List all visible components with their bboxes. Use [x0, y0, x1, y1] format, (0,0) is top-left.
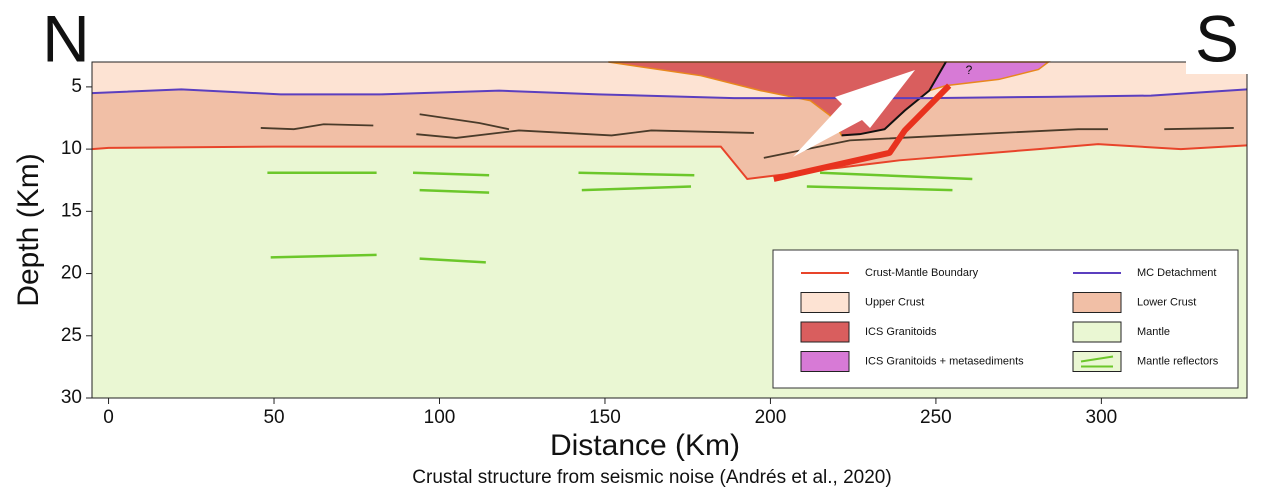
legend-patch — [801, 293, 849, 313]
legend-patch — [801, 352, 849, 372]
north-label: N — [42, 1, 90, 75]
x-tick-label: 300 — [1086, 407, 1118, 428]
y-tick-label: 30 — [61, 387, 82, 408]
legend: Crust-Mantle Boundary MC Detachment Upper … — [773, 250, 1238, 388]
south-label: S — [1195, 1, 1239, 75]
x-tick-label: 200 — [755, 407, 787, 428]
legend-patch — [1073, 352, 1121, 372]
legend-patch — [1073, 293, 1121, 313]
chart: ? 0 50 100 150 200 250 300 5 10 15 20 25 30 N S Dist… — [0, 0, 1263, 490]
x-tick-label: 100 — [424, 407, 456, 428]
y-tick-label: 5 — [71, 76, 82, 97]
fault — [1164, 128, 1233, 129]
legend-label: Lower Crust — [1137, 296, 1196, 308]
x-tick-label: 150 — [589, 407, 621, 428]
legend-label: Mantle reflectors — [1137, 355, 1219, 367]
legend-patch — [1073, 322, 1121, 342]
legend-label: MC Detachment — [1137, 267, 1216, 279]
y-axis-label: Depth (Km) — [12, 153, 45, 306]
y-tick-label: 10 — [61, 138, 82, 159]
legend-label: Upper Crust — [865, 296, 924, 308]
x-axis-label: Distance (Km) — [550, 429, 740, 462]
y-tick-label: 25 — [61, 325, 82, 346]
legend-label: Crust-Mantle Boundary — [865, 267, 979, 279]
legend-label: ICS Granitoids + metasediments — [865, 355, 1024, 367]
y-tick-label: 15 — [61, 200, 82, 221]
y-tick-label: 20 — [61, 263, 82, 284]
x-tick-label: 0 — [103, 407, 114, 428]
x-tick-label: 50 — [263, 407, 284, 428]
legend-label: Mantle — [1137, 326, 1170, 338]
caption: Crustal structure from seismic noise (An… — [412, 467, 891, 488]
legend-patch — [801, 322, 849, 342]
x-tick-label: 250 — [920, 407, 952, 428]
annotation: ? — [966, 63, 973, 77]
legend-label: ICS Granitoids — [865, 326, 937, 338]
